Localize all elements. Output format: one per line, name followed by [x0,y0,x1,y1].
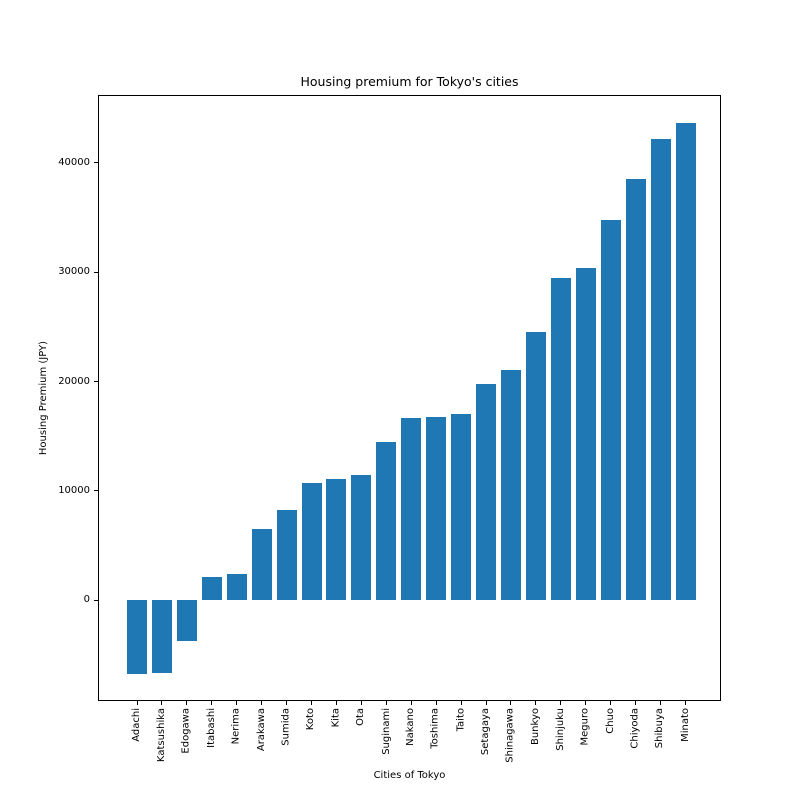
y-tick-label: 0 [83,594,90,606]
x-tick-label-adachi: Adachi [131,708,142,742]
bar-shinagawa [500,369,521,601]
x-tick-label-katsushika: Katsushika [155,708,167,763]
bar-nerima [226,574,247,601]
x-tick-label-bunkyo: Bunkyo [529,708,541,746]
bar-taito [451,414,472,601]
x-tick-label-koto: Koto [305,708,317,731]
x-tick-mark [610,701,612,705]
x-tick-mark [385,701,387,705]
y-axis-label: Housing Premium (JPY) [38,340,49,456]
x-tick-label-toshima: Toshima [430,708,442,749]
x-tick-mark [535,701,537,705]
bar-arakawa [251,529,272,601]
bar-edogawa [176,600,197,641]
x-tick-label-meguro: Meguro [579,708,591,746]
x-tick-mark [460,701,462,705]
y-tick-mark [94,599,98,601]
x-tick-mark [560,701,562,705]
x-tick-mark [335,701,337,705]
x-axis-label: Cities of Tokyo [373,770,446,781]
bar-koto [301,483,322,601]
x-tick-mark [360,701,362,705]
bar-kita [326,478,347,601]
x-tick-label-suginami: Suginami [380,708,392,755]
x-tick-label-shinagawa: Shinagawa [504,708,516,763]
x-tick-label-shinjuku: Shinjuku [554,708,566,751]
x-tick-label-nakano: Nakano [405,708,417,746]
x-tick-mark [510,701,512,705]
y-tick-mark [94,271,98,273]
x-tick-label-setagaya: Setagaya [480,708,492,756]
bar-chuo [600,220,621,601]
bar-bunkyo [525,332,546,601]
y-tick-label: 40000 [58,156,90,168]
y-tick-mark [94,381,98,383]
x-tick-mark [660,701,662,705]
x-tick-label-itabashi: Itabashi [205,708,217,748]
bar-katsushika [151,600,172,674]
bar-shibuya [650,139,671,601]
x-tick-label-chiyoda: Chiyoda [629,708,641,749]
x-tick-label-nerima: Nerima [230,708,242,745]
bar-sumida [276,510,297,601]
x-tick-mark [161,701,163,705]
x-tick-label-arakawa: Arakawa [255,708,267,752]
bar-setagaya [476,384,497,601]
x-tick-mark [485,701,487,705]
x-tick-mark [136,701,138,705]
x-tick-mark [685,701,686,705]
bar-chiyoda [625,178,646,601]
chart-title: Housing premium for Tokyo's cities [300,74,519,89]
x-tick-mark [435,701,437,705]
x-tick-label-ota: Ota [355,708,367,726]
bar-shinjuku [550,278,571,601]
x-tick-label-kita: Kita [330,708,342,728]
bar-adachi [127,600,147,674]
bar-ota [351,475,372,601]
x-tick-label-sumida: Sumida [280,708,292,746]
y-tick-label: 30000 [58,266,90,278]
x-tick-label-minato: Minato [679,708,691,742]
x-tick-mark [410,701,412,705]
x-tick-label-taito: Taito [455,708,467,732]
bar-minato [675,123,696,601]
x-tick-mark [635,701,637,705]
x-tick-label-chuo: Chuo [604,708,616,734]
x-tick-mark [311,701,313,705]
bar-toshima [426,417,447,601]
x-tick-mark [186,701,188,705]
plot-area [98,95,721,701]
y-tick-label: 10000 [58,484,90,496]
x-tick-mark [286,701,288,705]
bar-suginami [376,442,397,601]
bar-nakano [401,418,422,601]
x-tick-mark [211,701,213,705]
x-tick-mark [585,701,587,705]
y-tick-label: 20000 [58,375,90,387]
bar-meguro [575,268,596,601]
x-tick-mark [236,701,238,705]
x-tick-mark [261,701,263,705]
x-tick-label-edogawa: Edogawa [180,708,192,754]
bar-itabashi [201,576,222,601]
x-tick-label-shibuya: Shibuya [654,708,666,749]
y-tick-mark [94,490,98,492]
y-tick-mark [94,162,98,164]
